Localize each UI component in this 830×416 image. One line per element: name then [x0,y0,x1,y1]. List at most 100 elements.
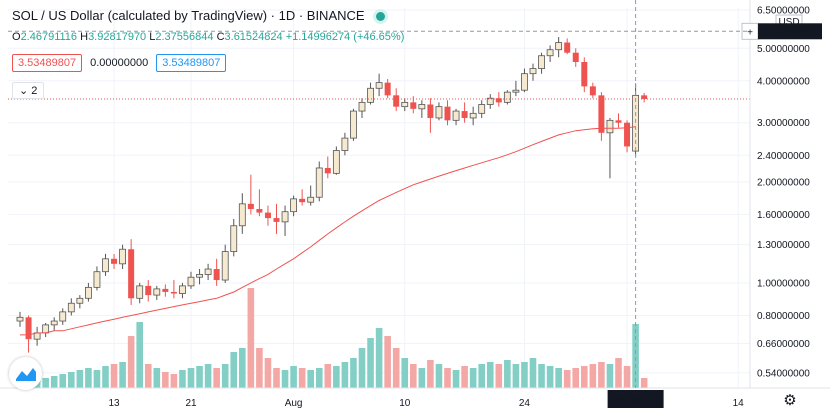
volume-bar [50,376,58,388]
volume-bar [615,358,622,388]
candle-body [179,285,186,294]
candle-body [495,98,502,103]
volume-bar [469,368,477,388]
volume-bar [546,366,554,388]
candle-body [350,110,357,139]
time-axis[interactable]: 1321Aug1024Sep1409 Sep '20 [0,387,830,409]
candle-body [315,167,323,198]
volume-bar [333,366,340,388]
volume-bar [281,370,289,388]
candle-body [221,251,229,281]
candle-body [136,285,144,299]
volume-bar [504,360,511,388]
volume-bar [598,362,605,388]
volume-bar [478,364,485,388]
volume-bar [529,358,537,388]
volume-bar [127,336,135,388]
volume-bar [187,368,195,388]
candle-body [624,122,631,147]
volume-bar [572,368,580,388]
price-tick-label: 1.30000000 [757,240,810,251]
candle-body [67,302,75,313]
volume-bar [555,368,562,388]
tradingview-logo-icon[interactable] [9,357,42,390]
crosshair-date-label: 09 Sep '20 [612,395,660,406]
candle-body [119,248,126,265]
candle-body [341,137,349,151]
time-tick-label: 24 [519,398,531,409]
candle-body [581,62,588,87]
plus-icon: + [747,27,753,38]
ohlc-values: O2.46791116 H3.92817970 L2.37556844 C3.6… [12,31,404,43]
candle-body [564,42,571,53]
volume-bar [42,378,49,388]
candles [16,37,648,353]
price-axis[interactable]: 6.50000000 5.00000000 4.00000000 3.00000000… [741,0,822,388]
buy-price-button[interactable]: 3.53489807 [156,54,227,72]
volume-bar [589,364,597,388]
open-value: 2.46791116 [20,31,78,43]
low-value: 2.37556844 [155,31,214,43]
volume-bar [307,370,314,388]
candle-body [93,271,101,288]
volume-bar [461,366,468,388]
candle-body [572,52,579,63]
candle-body [281,211,289,223]
candle-body [427,104,434,118]
open-label: O [12,31,21,43]
volume-bar [444,368,451,388]
candle-body [478,104,486,114]
candle-body [290,198,298,213]
volume-bar [435,364,443,388]
indicator-count: 2 [31,85,38,97]
volume-bar [410,364,417,388]
candle-body [153,288,161,296]
candle-body [529,68,537,75]
moving-average [20,126,636,336]
gear-icon[interactable]: ⚙ [783,392,797,409]
candle-body [264,212,271,219]
candle-body [332,150,340,174]
candle-body [170,291,177,294]
candle-body [367,87,374,103]
volume-bar [102,366,109,388]
sell-price-button[interactable]: 3.53489807 [12,54,83,72]
candle-body [85,286,92,299]
candle-body [102,258,109,273]
candle-body [452,110,460,121]
volume-bar [221,364,229,388]
close-value: 3.61524824 [224,31,283,43]
volume-bar [350,358,357,388]
volume-bar [93,370,101,388]
volume-bar [204,364,212,388]
candle-body [299,198,306,203]
volume-bar [341,362,349,388]
price-tick-label: 3.00000000 [757,118,810,129]
volume-bar [256,348,263,388]
volume-bar [486,362,494,388]
high-label: H [80,31,89,43]
volume-bar [367,338,374,388]
candle-body [145,285,152,296]
low-label: L [149,31,156,43]
candle-body [76,297,84,304]
indicators-toggle-button[interactable]: ⌄ 2 [12,82,45,99]
volume-bar [495,364,503,388]
change-value: +1.14996274 (+46.65%) [285,31,405,43]
candle-body [632,94,639,152]
volume-bar [298,368,306,388]
candle-body [111,258,118,264]
volume-bar [640,378,648,388]
volume-bar [196,366,203,388]
volume-bar [623,366,631,388]
volume-bar [76,370,84,388]
crosshair [8,0,750,388]
symbol-title[interactable]: SOL / US Dollar (calculated by TradingVi… [12,8,365,23]
volume-bar [581,366,588,388]
candle-body [358,101,366,112]
volume-bar [358,348,366,388]
candle-body [50,320,58,326]
volume-bar [512,364,520,388]
